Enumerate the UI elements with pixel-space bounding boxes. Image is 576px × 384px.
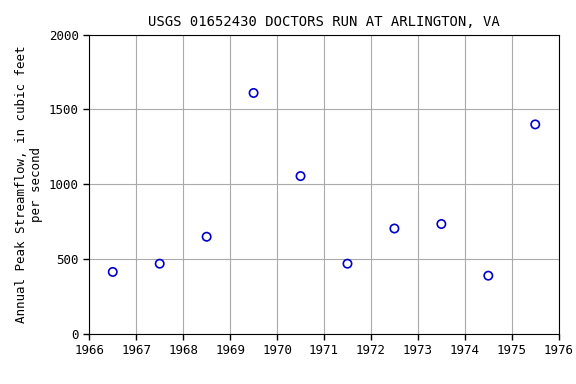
Y-axis label: Annual Peak Streamflow, in cubic feet
per second: Annual Peak Streamflow, in cubic feet pe… xyxy=(16,46,43,323)
Title: USGS 01652430 DOCTORS RUN AT ARLINGTON, VA: USGS 01652430 DOCTORS RUN AT ARLINGTON, … xyxy=(148,15,500,29)
Point xyxy=(249,90,258,96)
Point xyxy=(108,269,118,275)
Point xyxy=(437,221,446,227)
Point xyxy=(296,173,305,179)
Point xyxy=(530,121,540,127)
Point xyxy=(484,273,493,279)
Point xyxy=(202,233,211,240)
Point xyxy=(343,261,352,267)
Point xyxy=(155,261,164,267)
Point xyxy=(390,225,399,232)
